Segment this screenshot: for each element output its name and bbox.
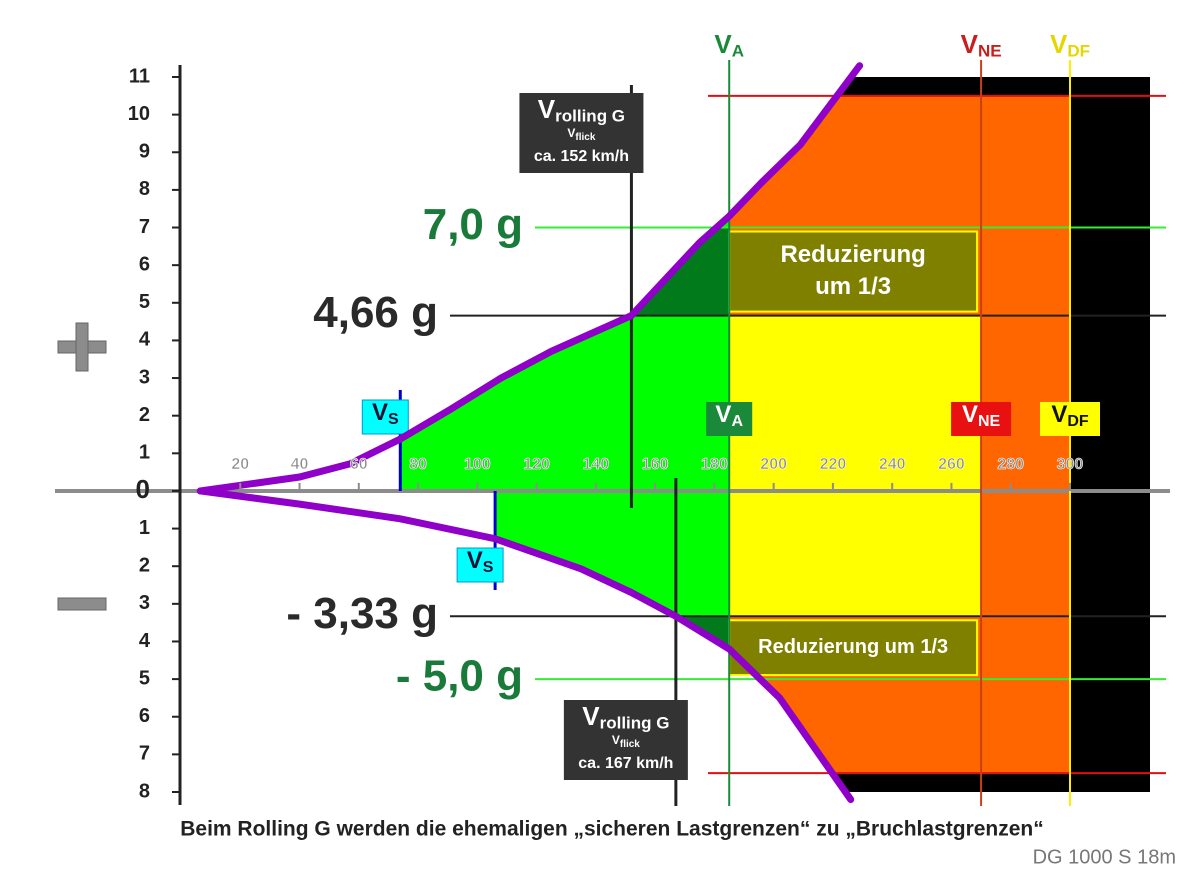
label-main: V bbox=[567, 126, 575, 140]
rolling-g-box bbox=[519, 93, 644, 173]
x-tick-label: 20 bbox=[231, 456, 249, 473]
label-main: V bbox=[467, 547, 483, 574]
subscript-label: VS bbox=[467, 547, 494, 576]
y-tick-label: 5 bbox=[139, 291, 150, 313]
label-sub: DF bbox=[1067, 413, 1089, 430]
label-main: V bbox=[372, 399, 388, 426]
subscript-label: VA bbox=[715, 401, 743, 430]
label-main: V bbox=[1051, 401, 1067, 428]
plus-bar bbox=[75, 322, 89, 372]
envelope-curve bbox=[196, 62, 864, 495]
yellow-region bbox=[729, 315, 982, 617]
label-main: V bbox=[612, 733, 620, 747]
x-tick-label: 160 bbox=[642, 456, 669, 473]
reduction-text: Reduzierung bbox=[780, 241, 925, 268]
subscript-label: VDF bbox=[1051, 401, 1089, 430]
y-tick-label: 4 bbox=[139, 630, 151, 652]
label-sub: rolling G bbox=[555, 107, 625, 126]
label-sub: A bbox=[732, 42, 744, 61]
label-main: V bbox=[538, 94, 556, 124]
label-sub: flick bbox=[620, 739, 640, 750]
load-limit-label: - 5,0 g bbox=[396, 652, 523, 701]
y-tick-label: 10 bbox=[128, 103, 150, 125]
x-tick-label: 280 bbox=[997, 456, 1024, 473]
reduction-box bbox=[728, 619, 979, 677]
speed-box bbox=[1039, 402, 1100, 436]
x-tick-label: 60 bbox=[350, 456, 368, 473]
y-tick-label: 7 bbox=[139, 216, 150, 238]
speed-box bbox=[706, 402, 753, 436]
x-tick-label: 40 bbox=[291, 456, 309, 473]
label-main: V bbox=[1050, 29, 1068, 59]
y-tick-label: 2 bbox=[139, 404, 150, 426]
y-tick-label: 2 bbox=[139, 554, 150, 576]
rolling-g-box bbox=[563, 700, 688, 780]
y-tick-label: 5 bbox=[139, 667, 150, 689]
reduction-box bbox=[728, 230, 979, 313]
minus-sign bbox=[57, 597, 107, 611]
label-sub: S bbox=[388, 411, 399, 428]
y-tick-label: 7 bbox=[139, 743, 150, 765]
label-sub: S bbox=[483, 559, 494, 576]
y-tick-label: 11 bbox=[129, 65, 150, 87]
label-sub: A bbox=[731, 413, 743, 430]
subscript-label: Vflick bbox=[612, 733, 640, 749]
rolling-g-speed: ca. 167 km/h bbox=[578, 755, 673, 772]
label-main: V bbox=[962, 401, 978, 428]
y-tick-label: 6 bbox=[139, 705, 150, 727]
subscript-label: Vrolling G bbox=[582, 701, 669, 733]
subscript-label: VDF bbox=[1050, 29, 1090, 61]
label-sub: NE bbox=[978, 42, 1002, 61]
x-tick-label: 100 bbox=[464, 456, 491, 473]
label-main: V bbox=[961, 29, 979, 59]
envelope-curve bbox=[196, 487, 855, 804]
x-tick-label: 80 bbox=[409, 456, 427, 473]
chart-title: Beim Rolling G werden die ehemaligen „si… bbox=[180, 818, 1044, 841]
label-main: V bbox=[715, 401, 731, 428]
label-main: V bbox=[714, 29, 732, 59]
label-sub: DF bbox=[1067, 42, 1090, 61]
y-tick-label: 0 bbox=[136, 474, 150, 504]
y-tick-label: 1 bbox=[139, 517, 150, 539]
y-tick-label: 8 bbox=[139, 780, 150, 802]
speed-box bbox=[951, 402, 1012, 436]
subscript-label: VNE bbox=[962, 401, 1001, 430]
label-sub: flick bbox=[575, 132, 595, 143]
x-tick-label: 300 bbox=[1057, 456, 1084, 473]
rolling-g-speed: ca. 152 km/h bbox=[534, 148, 629, 165]
y-tick-label: 9 bbox=[139, 141, 150, 163]
x-tick-label: 180 bbox=[701, 456, 728, 473]
stall-box bbox=[361, 399, 409, 435]
load-limit-label: - 3,33 g bbox=[286, 589, 438, 638]
y-tick-label: 3 bbox=[139, 592, 150, 614]
y-tick-label: 3 bbox=[139, 366, 150, 388]
subscript-label: VNE bbox=[961, 29, 1002, 61]
subscript-label: Vrolling G bbox=[538, 94, 625, 126]
load-limit-label: 7,0 g bbox=[423, 200, 523, 249]
x-tick-label: 140 bbox=[583, 456, 610, 473]
label-sub: rolling G bbox=[600, 714, 670, 733]
y-tick-label: 1 bbox=[139, 442, 150, 464]
chart-subtitle: DG 1000 S 18m bbox=[1033, 846, 1176, 868]
subscript-label: VA bbox=[714, 29, 744, 61]
y-tick-label: 4 bbox=[139, 329, 151, 351]
plus-sign bbox=[57, 322, 107, 372]
x-tick-label: 120 bbox=[523, 456, 550, 473]
label-main: V bbox=[582, 701, 600, 731]
subscript-label: VS bbox=[372, 399, 399, 428]
reduction-text: Reduzierung um 1/3 bbox=[758, 636, 948, 658]
x-tick-label: 200 bbox=[760, 456, 787, 473]
x-tick-label: 240 bbox=[879, 456, 906, 473]
reduction-text: um 1/3 bbox=[815, 273, 891, 300]
x-tick-label: 260 bbox=[938, 456, 965, 473]
label-sub: NE bbox=[978, 413, 1001, 430]
load-limit-label: 4,66 g bbox=[313, 288, 438, 337]
y-tick-label: 6 bbox=[139, 253, 150, 275]
stall-box bbox=[456, 547, 504, 583]
y-tick-label: 8 bbox=[139, 178, 150, 200]
x-tick-label: 220 bbox=[820, 456, 847, 473]
subscript-label: Vflick bbox=[567, 126, 595, 142]
